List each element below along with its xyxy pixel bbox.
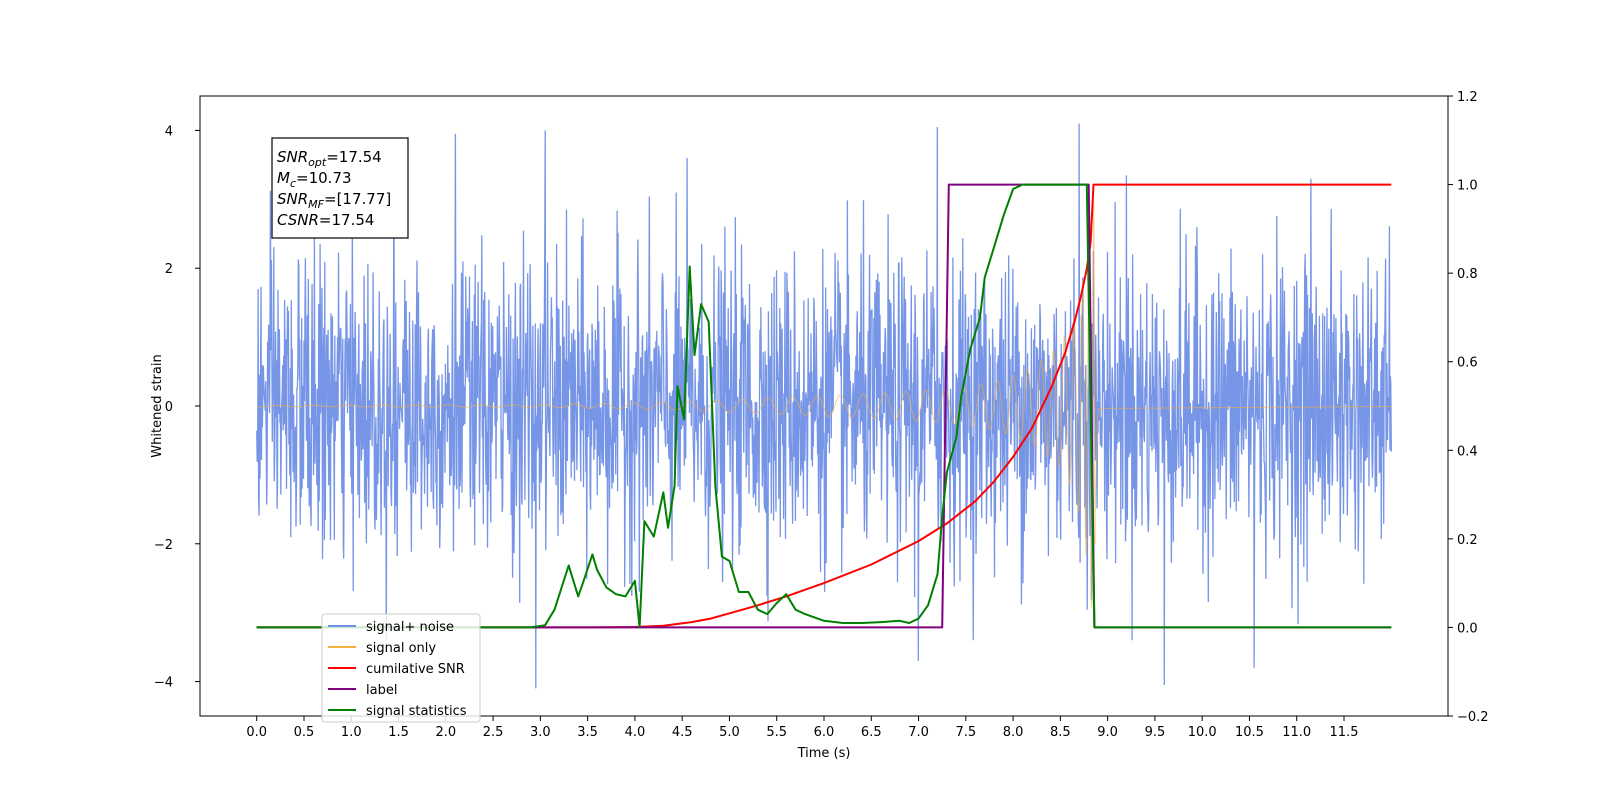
annotation-subscript: opt — [308, 156, 327, 169]
annotation-box — [271, 137, 409, 239]
legend-label: signal+ noise — [366, 620, 454, 635]
x-tick-label: 4.0 — [625, 725, 646, 740]
y-right-tick-label: 0.8 — [1457, 267, 1478, 282]
x-tick-label: 3.0 — [530, 725, 551, 740]
x-tick-label: 6.5 — [861, 725, 882, 740]
annotation-symbol: M — [277, 169, 290, 187]
x-tick-label: 0.0 — [246, 725, 267, 740]
annotation-symbol: SNR — [277, 148, 308, 166]
annotation-value: =17.54 — [326, 148, 382, 166]
x-tick-label: 4.5 — [672, 725, 693, 740]
x-tick-label: 9.0 — [1097, 725, 1118, 740]
y-tick-label: 2 — [165, 262, 173, 277]
annotation-symbol: CSNR — [277, 211, 319, 229]
annotation-value: =17.54 — [319, 211, 375, 229]
x-tick-label: 3.5 — [577, 725, 598, 740]
y-tick-label: 4 — [165, 124, 173, 139]
annotation-line: SNRopt=17.54 — [277, 148, 382, 169]
x-tick-label: 10.5 — [1235, 725, 1264, 740]
y-tick-label: −4 — [154, 676, 173, 691]
legend-label: cumilative SNR — [366, 662, 465, 677]
x-tick-label: 6.0 — [814, 725, 835, 740]
series-line-cumilative-snr — [256, 183, 1392, 629]
annotation-line: SNRMF=[17.77] — [277, 190, 391, 211]
y-right-tick-label: 0.6 — [1457, 356, 1478, 371]
y-right-tick-label: 0.0 — [1457, 621, 1478, 636]
series-line-signal-only — [256, 201, 1392, 608]
x-tick-label: 11.5 — [1330, 725, 1359, 740]
x-tick-label: 10.0 — [1188, 725, 1217, 740]
series-line-signal-statistics — [256, 183, 1392, 629]
y-right-tick-label: 1.2 — [1457, 90, 1478, 105]
x-tick-label: 8.5 — [1050, 725, 1071, 740]
annotation-subscript: MF — [308, 198, 324, 211]
x-tick-label: 9.5 — [1145, 725, 1166, 740]
x-tick-label: 2.5 — [483, 725, 504, 740]
annotation-subscript: c — [290, 177, 296, 190]
x-tick-label: 1.0 — [341, 725, 362, 740]
x-tick-label: 7.0 — [908, 725, 929, 740]
x-axis-label: Time (s) — [797, 746, 851, 761]
y-tick-label: 0 — [165, 400, 173, 415]
plot-area — [256, 123, 1392, 689]
annotation-value: =10.73 — [296, 169, 352, 187]
annotation-value: =[17.77] — [324, 190, 391, 208]
annotation-line: Mc=10.73 — [277, 169, 352, 190]
legend-label: label — [366, 683, 397, 698]
y-axis-label: Whitened strain — [150, 354, 165, 457]
x-tick-label: 7.5 — [955, 725, 976, 740]
annotation-line: CSNR=17.54 — [277, 211, 374, 229]
y-right-tick-label: 0.4 — [1457, 444, 1478, 459]
x-tick-label: 5.0 — [719, 725, 740, 740]
x-tick-label: 5.5 — [766, 725, 787, 740]
x-tick-label: 11.0 — [1282, 725, 1311, 740]
y-right-tick-label: 1.0 — [1457, 179, 1478, 194]
legend-label: signal statistics — [366, 704, 467, 719]
x-tick-label: 0.5 — [294, 725, 315, 740]
x-tick-label: 1.5 — [388, 725, 409, 740]
legend-box — [321, 613, 481, 723]
annotation-symbol: SNR — [277, 190, 308, 208]
x-tick-label: 8.0 — [1003, 725, 1024, 740]
series-line-signal-noise — [256, 123, 1392, 689]
y-right-tick-label: 0.2 — [1457, 533, 1478, 548]
x-tick-label: 2.0 — [435, 725, 456, 740]
y-tick-label: −2 — [154, 538, 173, 553]
y-right-tick-label: −0.2 — [1457, 710, 1489, 725]
legend-label: signal only — [366, 641, 436, 656]
